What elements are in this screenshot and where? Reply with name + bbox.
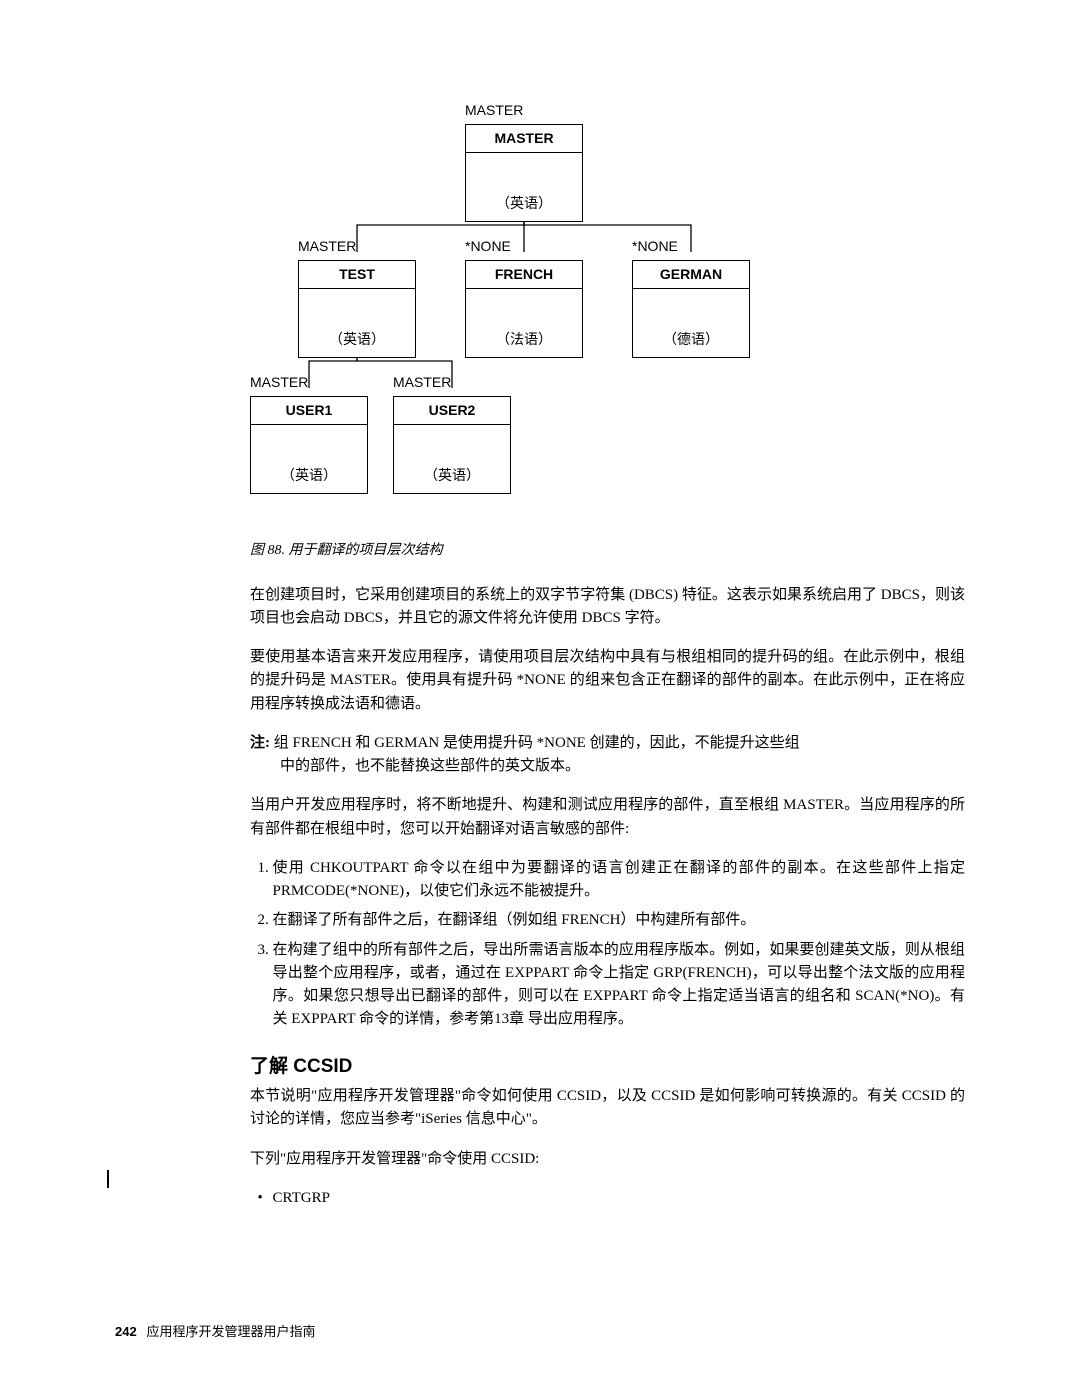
node-header: TEST <box>299 261 415 290</box>
change-bar <box>107 1170 109 1188</box>
steps-list: 使用 CHKOUTPART 命令以在组中为要翻译的语言创建正在翻译的部件的副本。… <box>250 857 965 1032</box>
paragraph-2: 要使用基本语言来开发应用程序，请使用项目层次结构中具有与根组相同的提升码的组。在… <box>250 646 965 716</box>
note-body-cont: 中的部件，也不能替换这些部件的英文版本。 <box>280 755 965 778</box>
node-header: MASTER <box>466 125 582 154</box>
node-header: FRENCH <box>466 261 582 290</box>
step-1: 使用 CHKOUTPART 命令以在组中为要翻译的语言创建正在翻译的部件的副本。… <box>273 857 966 904</box>
hierarchy-diagram: MASTERMASTER（英语）MASTERTEST（英语）*NONEFRENC… <box>250 100 965 530</box>
note-label: 注: <box>250 735 270 751</box>
figure-caption: 图 88. 用于翻译的项目层次结构 <box>250 540 965 562</box>
node-body: （德语） <box>633 289 749 357</box>
node-box: USER1（英语） <box>250 396 368 495</box>
node-top-label: MASTER <box>298 236 416 258</box>
diagram-node-test: MASTERTEST（英语） <box>298 236 416 358</box>
paragraph-3: 当用户开发应用程序时，将不断地提升、构建和测试应用程序的部件，直至根组 MAST… <box>250 794 965 841</box>
node-box: MASTER（英语） <box>465 124 583 223</box>
page-number: 242 <box>115 1324 137 1339</box>
node-box: FRENCH（法语） <box>465 260 583 359</box>
node-body: （法语） <box>466 289 582 357</box>
node-box: GERMAN（德语） <box>632 260 750 359</box>
diagram-node-user1: MASTERUSER1（英语） <box>250 372 368 494</box>
node-box: USER2（英语） <box>393 396 511 495</box>
paragraph-4: 本节说明"应用程序开发管理器"命令如何使用 CCSID，以及 CCSID 是如何… <box>250 1085 965 1132</box>
node-body: （英语） <box>251 425 367 493</box>
note-block: 注: 组 FRENCH 和 GERMAN 是使用提升码 *NONE 创建的，因此… <box>250 732 965 779</box>
node-top-label: MASTER <box>465 100 583 122</box>
node-top-label: MASTER <box>393 372 511 394</box>
node-top-label: MASTER <box>250 372 368 394</box>
paragraph-1: 在创建项目时，它采用创建项目的系统上的双字节字符集 (DBCS) 特征。这表示如… <box>250 584 965 631</box>
diagram-node-german: *NONEGERMAN（德语） <box>632 236 750 358</box>
node-body: （英语） <box>466 153 582 221</box>
node-body: （英语） <box>299 289 415 357</box>
node-top-label: *NONE <box>465 236 583 258</box>
node-header: GERMAN <box>633 261 749 290</box>
footer-title: 应用程序开发管理器用户指南 <box>146 1324 315 1339</box>
page-footer: 242 应用程序开发管理器用户指南 <box>115 1322 315 1342</box>
step-3: 在构建了组中的所有部件之后，导出所需语言版本的应用程序版本。例如，如果要创建英文… <box>273 939 966 1032</box>
node-header: USER1 <box>251 397 367 426</box>
note-first-line: 组 FRENCH 和 GERMAN 是使用提升码 *NONE 创建的，因此，不能… <box>274 735 800 751</box>
node-header: USER2 <box>394 397 510 426</box>
section-heading-ccsid: 了解 CCSID <box>250 1052 965 1081</box>
command-list: CRTGRP <box>250 1187 965 1210</box>
command-item-1: CRTGRP <box>273 1187 966 1210</box>
node-body: （英语） <box>394 425 510 493</box>
node-box: TEST（英语） <box>298 260 416 359</box>
diagram-node-french: *NONEFRENCH（法语） <box>465 236 583 358</box>
diagram-node-master: MASTERMASTER（英语） <box>465 100 583 222</box>
node-top-label: *NONE <box>632 236 750 258</box>
diagram-node-user2: MASTERUSER2（英语） <box>393 372 511 494</box>
step-2: 在翻译了所有部件之后，在翻译组（例如组 FRENCH）中构建所有部件。 <box>273 909 966 932</box>
paragraph-5: 下列"应用程序开发管理器"命令使用 CCSID: <box>250 1148 965 1171</box>
